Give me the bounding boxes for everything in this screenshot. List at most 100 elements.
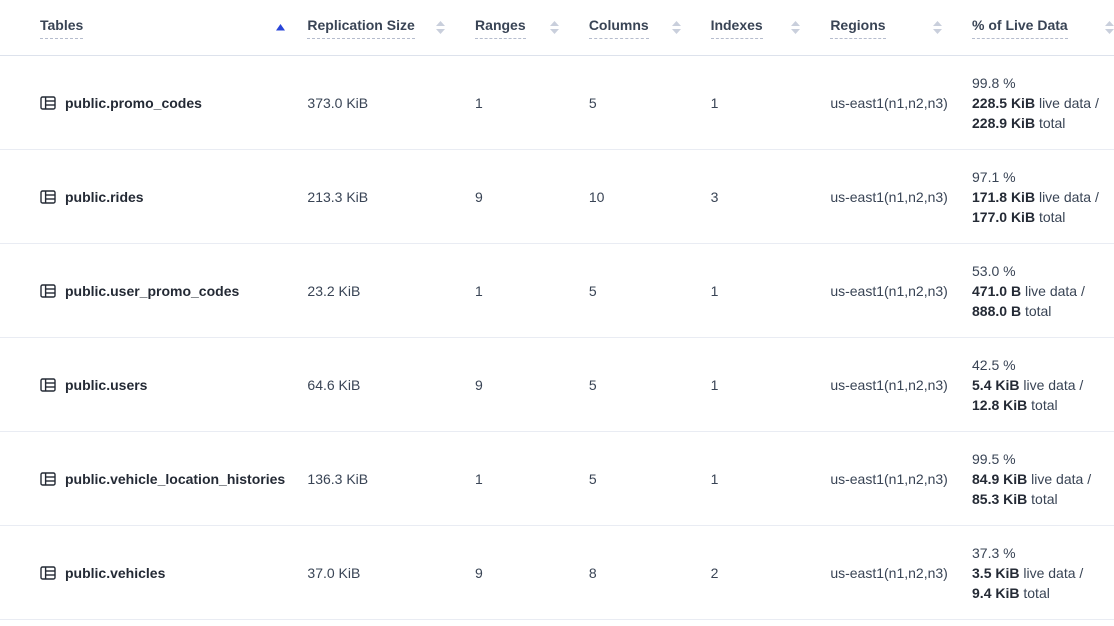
column-header-tables[interactable]: Tables [24,0,299,55]
table-row[interactable]: public.user_promo_codes 23.2 KiB 1 5 1 u… [0,244,1114,338]
replication-size-cell: 373.0 KiB [307,94,369,111]
table-icon [40,565,56,581]
table-icon [40,377,56,393]
column-header-ranges[interactable]: Ranges [467,0,581,55]
live-data-cell: 99.8 % 228.5 KiB live data / 228.9 KiB t… [964,73,1114,133]
live-percent: 99.5 % [972,450,1016,467]
table-name-link[interactable]: public.rides [65,188,144,205]
live-percent: 53.0 % [972,262,1016,279]
live-data-line: 471.0 B live data / [972,282,1085,299]
table-row[interactable]: public.rides 213.3 KiB 9 10 3 us-east1(n… [0,150,1114,244]
replication-size-cell: 136.3 KiB [307,470,369,487]
indexes-cell: 1 [710,376,719,393]
replication-size-cell: 213.3 KiB [307,188,369,205]
live-percent: 37.3 % [972,544,1016,561]
table-row[interactable]: public.vehicles 37.0 KiB 9 8 2 us-east1(… [0,526,1114,620]
indexes-cell: 1 [710,282,719,299]
live-data-cell: 97.1 % 171.8 KiB live data / 177.0 KiB t… [964,167,1114,227]
column-header-label: Indexes [710,17,763,39]
columns-cell: 5 [588,470,597,487]
table-name-link[interactable]: public.vehicle_location_histories [65,470,286,487]
table-name-link[interactable]: public.vehicles [65,564,166,581]
column-header-label: Tables [40,17,84,39]
ranges-cell: 9 [475,564,483,581]
column-header-label: Ranges [475,17,526,39]
ranges-cell: 1 [475,282,483,299]
live-data-cell: 42.5 % 5.4 KiB live data / 12.8 KiB tota… [964,355,1114,415]
regions-cell: us-east1(n1,n2,n3) [830,282,948,299]
table-name-cell: public.vehicle_location_histories [24,471,299,487]
ranges-cell: 1 [475,94,483,111]
column-header-replication-size[interactable]: Replication Size [299,0,467,55]
ranges-cell: 9 [475,376,483,393]
table-icon [40,95,56,111]
table-name-cell: public.vehicles [24,565,299,581]
indexes-cell: 3 [710,188,719,205]
table-name-cell: public.user_promo_codes [24,283,299,299]
column-header-label: Columns [588,17,649,39]
columns-cell: 5 [588,282,597,299]
column-header-indexes[interactable]: Indexes [703,0,823,55]
replication-size-cell: 23.2 KiB [307,282,361,299]
table-name-cell: public.promo_codes [24,95,299,111]
live-percent: 99.8 % [972,74,1016,91]
table-icon [40,283,56,299]
live-data-line: 84.9 KiB live data / [972,470,1092,487]
indexes-cell: 1 [710,470,719,487]
regions-cell: us-east1(n1,n2,n3) [830,94,948,111]
sort-toggle-icon [1105,21,1114,34]
sort-toggle-icon [549,21,559,34]
table-row[interactable]: public.users 64.6 KiB 9 5 1 us-east1(n1,… [0,338,1114,432]
sort-toggle-icon [933,21,943,34]
regions-cell: us-east1(n1,n2,n3) [830,376,948,393]
live-percent: 42.5 % [972,356,1016,373]
live-percent: 97.1 % [972,168,1016,185]
total-data-line: 9.4 KiB total [972,584,1050,601]
sort-asc-icon [276,23,286,32]
column-header-label: % of Live Data [972,17,1068,39]
total-data-line: 888.0 B total [972,302,1052,319]
live-data-line: 5.4 KiB live data / [972,376,1084,393]
columns-cell: 5 [588,376,597,393]
columns-cell: 8 [588,564,597,581]
ranges-cell: 9 [475,188,483,205]
regions-cell: us-east1(n1,n2,n3) [830,564,948,581]
columns-cell: 10 [588,188,605,205]
column-header-regions[interactable]: Regions [822,0,964,55]
live-data-cell: 37.3 % 3.5 KiB live data / 9.4 KiB total [964,543,1114,603]
total-data-line: 228.9 KiB total [972,114,1066,131]
sort-toggle-icon [791,21,801,34]
column-header-label: Replication Size [307,17,415,39]
regions-cell: us-east1(n1,n2,n3) [830,188,948,205]
table-name-cell: public.users [24,377,299,393]
live-data-cell: 99.5 % 84.9 KiB live data / 85.3 KiB tot… [964,449,1114,509]
table-header-row: Tables Replication Size Ranges Columns I… [0,0,1114,56]
table-row[interactable]: public.promo_codes 373.0 KiB 1 5 1 us-ea… [0,56,1114,150]
sort-toggle-icon [436,21,446,34]
column-header-live-data[interactable]: % of Live Data [964,0,1114,55]
column-header-label: Regions [830,17,886,39]
sort-toggle-icon [671,21,681,34]
total-data-line: 12.8 KiB total [972,396,1058,413]
replication-size-cell: 37.0 KiB [307,564,361,581]
table-name-cell: public.rides [24,189,299,205]
table-icon [40,471,56,487]
columns-cell: 5 [588,94,597,111]
live-data-line: 228.5 KiB live data / [972,94,1099,111]
total-data-line: 177.0 KiB total [972,208,1066,225]
table-name-link[interactable]: public.users [65,376,148,393]
replication-size-cell: 64.6 KiB [307,376,361,393]
table-row[interactable]: public.vehicle_location_histories 136.3 … [0,432,1114,526]
total-data-line: 85.3 KiB total [972,490,1058,507]
regions-cell: us-east1(n1,n2,n3) [830,470,948,487]
live-data-cell: 53.0 % 471.0 B live data / 888.0 B total [964,261,1114,321]
column-header-columns[interactable]: Columns [581,0,703,55]
indexes-cell: 2 [710,564,719,581]
live-data-line: 3.5 KiB live data / [972,564,1084,581]
live-data-line: 171.8 KiB live data / [972,188,1099,205]
table-name-link[interactable]: public.promo_codes [65,94,202,111]
table-name-link[interactable]: public.user_promo_codes [65,282,240,299]
table-icon [40,189,56,205]
ranges-cell: 1 [475,470,483,487]
